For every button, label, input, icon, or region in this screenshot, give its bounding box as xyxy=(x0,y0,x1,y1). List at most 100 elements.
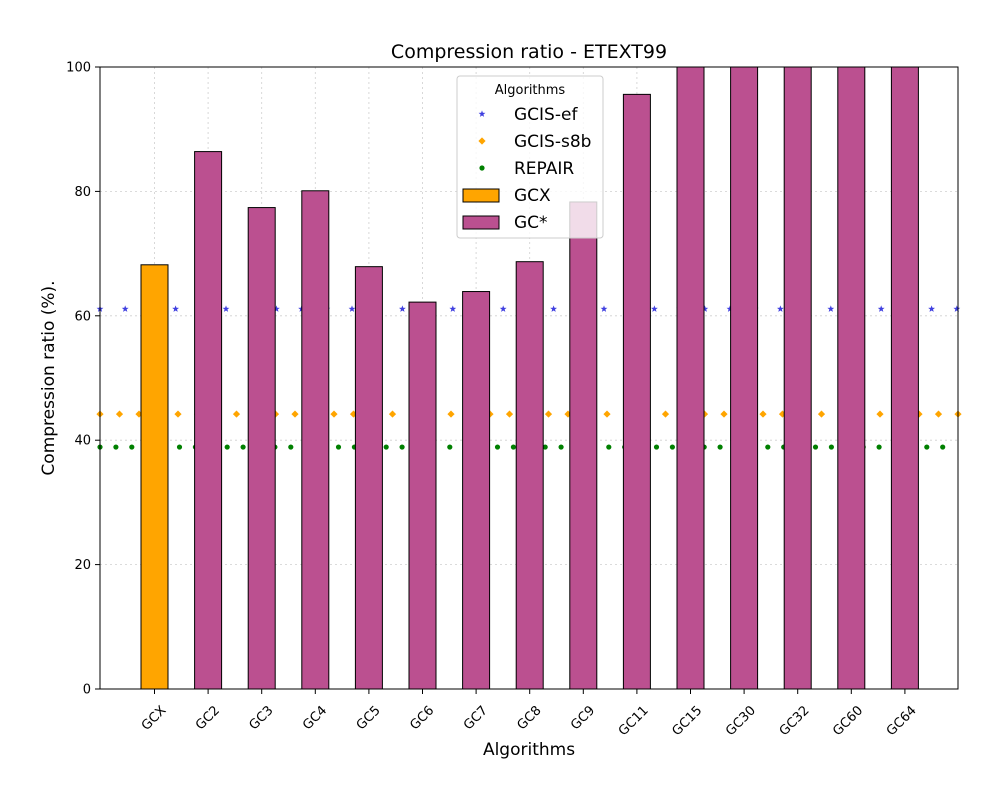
ref-marker-repair xyxy=(383,444,389,450)
legend-marker-repair xyxy=(479,165,485,171)
ref-marker-gcis-ef xyxy=(650,305,658,312)
bar-gc64 xyxy=(890,66,919,690)
ref-marker-repair xyxy=(447,444,453,450)
ref-marker-repair xyxy=(494,444,501,450)
ref-marker-gcis-s8b xyxy=(544,410,553,418)
ref-marker-repair xyxy=(940,444,946,450)
ref-marker-repair xyxy=(288,444,294,450)
x-tick-label: GC60 xyxy=(830,703,866,739)
bar-gc7 xyxy=(462,291,491,690)
x-tick-label: GC15 xyxy=(669,703,705,739)
bar-gc4 xyxy=(301,190,330,690)
ref-marker-gcis-s8b xyxy=(330,410,338,418)
legend-swatch-gcx xyxy=(462,188,500,203)
legend-title: Algorithms xyxy=(495,83,566,98)
ref-marker-repair xyxy=(765,444,771,450)
x-tick-label: GC11 xyxy=(616,703,652,739)
y-tick-label: 0 xyxy=(83,683,91,698)
ref-marker-gcis-s8b xyxy=(603,410,611,418)
ref-marker-gcis-ef xyxy=(928,305,936,312)
bars xyxy=(140,66,919,690)
ref-marker-gcis-s8b xyxy=(934,410,943,418)
bar-gc32 xyxy=(783,66,812,690)
ref-marker-repair xyxy=(113,444,119,450)
x-tick-label: GC5 xyxy=(354,703,384,733)
ref-marker-gcis-ef xyxy=(121,305,129,312)
ref-marker-gcis-s8b xyxy=(759,410,767,418)
ref-marker-repair xyxy=(717,444,723,450)
ref-marker-repair xyxy=(924,444,930,450)
ref-marker-gcis-s8b xyxy=(174,410,182,418)
ref-marker-repair xyxy=(653,444,660,450)
bar-gc3 xyxy=(247,207,276,690)
ref-marker-gcis-ef xyxy=(550,305,558,312)
x-tick-label: GC32 xyxy=(777,703,813,739)
ref-marker-repair xyxy=(510,444,516,450)
ref-marker-gcis-s8b xyxy=(661,410,670,418)
ref-marker-gcis-ef xyxy=(600,305,608,312)
ref-marker-gcis-s8b xyxy=(876,410,884,418)
y-tick-label: 60 xyxy=(74,309,91,324)
x-axis-label: Algorithms xyxy=(483,740,575,760)
legend-marker-gcis-ef xyxy=(478,110,486,117)
bar-gc9 xyxy=(569,201,598,690)
bar-gc60 xyxy=(837,66,866,690)
ref-marker-repair xyxy=(399,444,405,450)
ref-marker-gcis-s8b xyxy=(232,410,241,418)
ref-marker-gcis-ef xyxy=(398,305,406,312)
x-tick-label: GC30 xyxy=(723,703,759,739)
ref-marker-gcis-s8b xyxy=(115,410,124,418)
bar-gc15 xyxy=(676,66,705,690)
legend-marker-gcis-s8b xyxy=(478,137,486,145)
ref-marker-gcis-ef xyxy=(827,305,835,312)
ref-marker-gcis-ef xyxy=(499,305,507,312)
ref-marker-gcis-ef xyxy=(953,305,961,312)
ref-marker-gcis-ef xyxy=(222,305,230,312)
ref-marker-repair xyxy=(876,444,882,450)
bar-gc11 xyxy=(622,93,651,690)
ref-marker-repair xyxy=(224,444,230,450)
y-tick-label: 100 xyxy=(66,61,91,76)
ref-marker-repair xyxy=(129,444,135,450)
y-tick-label: 40 xyxy=(74,434,91,449)
chart-title: Compression ratio - ETEXT99 xyxy=(391,41,667,63)
ref-marker-gcis-ef xyxy=(172,305,180,312)
ref-marker-gcis-ef xyxy=(776,305,784,312)
legend-label: GC* xyxy=(514,213,548,233)
x-tick-label: GCX xyxy=(139,703,170,734)
ref-marker-repair xyxy=(335,444,342,450)
ref-marker-gcis-s8b xyxy=(720,410,728,418)
x-tick-label: GC4 xyxy=(300,703,330,733)
ref-marker-gcis-ef xyxy=(701,305,709,312)
x-tick-label: GC3 xyxy=(247,703,277,733)
legend: Algorithms GCIS-ef GCIS-s8b REPAIR GCX GC* xyxy=(456,75,604,239)
bar-gc2 xyxy=(194,151,223,690)
legend-label: GCX xyxy=(514,186,551,206)
bar-gc5 xyxy=(354,266,383,690)
ref-marker-gcis-ef xyxy=(272,305,280,312)
x-tick-label: GC8 xyxy=(515,703,545,733)
ref-marker-gcis-s8b xyxy=(817,410,826,418)
ref-marker-gcis-ef xyxy=(348,305,356,312)
ref-marker-repair xyxy=(606,444,612,450)
ref-marker-gcis-s8b xyxy=(505,410,514,418)
ref-marker-gcis-ef xyxy=(449,305,457,312)
bar-gc30 xyxy=(730,66,759,690)
ref-marker-repair xyxy=(558,444,564,450)
bar-gc6 xyxy=(408,301,437,690)
ref-marker-gcis-s8b xyxy=(447,410,455,418)
x-tick-label: GC2 xyxy=(193,703,223,733)
x-tick-label: GC7 xyxy=(461,703,491,733)
y-tick-label: 20 xyxy=(74,558,91,573)
legend-swatch-gc* xyxy=(462,215,500,230)
legend-label: GCIS-s8b xyxy=(514,132,591,152)
y-tick-label: 80 xyxy=(74,185,91,200)
ref-marker-repair xyxy=(812,444,819,450)
y-ticks: 0 20 40 60 80 100 xyxy=(66,61,100,698)
legend-label: REPAIR xyxy=(514,159,574,179)
ref-marker-repair xyxy=(542,444,548,450)
ref-marker-repair xyxy=(828,444,835,450)
ref-marker-gcis-s8b xyxy=(291,410,299,418)
